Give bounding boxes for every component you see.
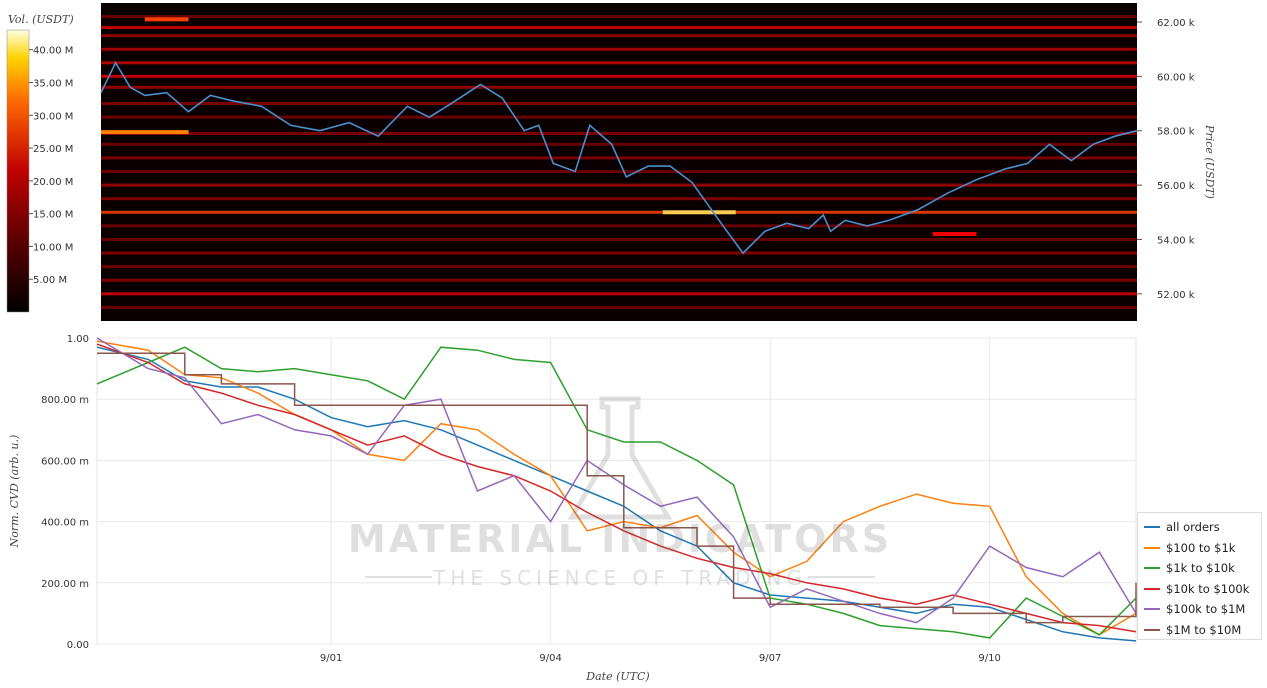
- colorbar: [6, 29, 30, 313]
- date-axis-label: Date (UTC): [585, 670, 649, 683]
- colorbar-tick-label: 20.00 M: [33, 177, 73, 188]
- liquidity-band: [101, 305, 1137, 309]
- legend: all orders $100 to $1k $1k to $10k $10k to …: [1137, 512, 1262, 640]
- liquidity-hot-spot: [144, 17, 189, 22]
- liquidity-hot-spot: [662, 210, 736, 215]
- colorbar-tick-label: 15.00 M: [33, 210, 73, 221]
- liquidity-band: [101, 237, 1137, 241]
- cvd-line-chart: 0.00 200.00 m 400.00 m 600.00 m 800.00 m 1.00…: [8, 334, 1137, 683]
- colorbar-tick-label: 30.00 M: [33, 111, 73, 122]
- liquidity-band: [101, 251, 1137, 255]
- legend-label: $1k to $10k: [1166, 561, 1235, 576]
- liquidity-band: [101, 156, 1137, 160]
- legend-item[interactable]: $100 to $1k: [1144, 538, 1261, 559]
- legend-swatch: [1144, 628, 1160, 631]
- legend-label: $10k to $100k: [1166, 581, 1250, 596]
- liquidity-band: [101, 25, 1137, 29]
- price-tick-label: 60.00 k: [1157, 72, 1195, 83]
- legend-item[interactable]: $1M to $10M: [1144, 620, 1261, 641]
- price-line: [100, 61, 1138, 255]
- liquidity-band: [101, 47, 1137, 51]
- colorbar-tick-label: 10.00 M: [33, 242, 73, 253]
- liquidity-band: [101, 102, 1137, 106]
- liquidity-band: [101, 224, 1137, 228]
- y-tick-label: 400.00 m: [41, 518, 89, 529]
- legend-swatch: [1144, 587, 1160, 590]
- series-line--1k-to-10k: [96, 346, 1137, 639]
- legend-swatch: [1144, 526, 1160, 529]
- legend-swatch: [1144, 608, 1160, 611]
- liquidity-band: [101, 131, 1137, 135]
- series-line--1m-to-10m: [97, 352, 1137, 624]
- x-tick-label: 9/04: [539, 653, 561, 664]
- legend-label: $100 to $1k: [1166, 540, 1236, 555]
- liquidity-hot-spot: [101, 130, 189, 135]
- legend-item[interactable]: $10k to $100k: [1144, 579, 1261, 600]
- colorbar-tick-label: 40.00 M: [33, 46, 73, 57]
- y-tick-label: 0.00: [67, 640, 89, 651]
- legend-item[interactable]: $100k to $1M: [1144, 599, 1261, 620]
- series-line--10k-to-100k: [96, 343, 1137, 633]
- price-tick-label: 54.00 k: [1157, 235, 1195, 246]
- legend-swatch: [1144, 546, 1160, 549]
- colorbar-tick-label: 35.00 M: [33, 78, 73, 89]
- price-tick-label: 58.00 k: [1157, 127, 1195, 138]
- price-axis-label: Price (USDT): [1203, 124, 1216, 199]
- liquidity-band: [101, 61, 1137, 65]
- legend-swatch: [1144, 567, 1160, 570]
- price-tick-label: 62.00 k: [1157, 18, 1195, 29]
- legend-item[interactable]: all orders: [1144, 517, 1261, 538]
- liquidity-band: [101, 278, 1137, 282]
- liquidity-band: [101, 183, 1137, 187]
- price-tick-label: 52.00 k: [1157, 290, 1195, 301]
- liquidity-band: [101, 34, 1137, 38]
- y-tick-label: 200.00 m: [41, 579, 89, 590]
- liquidity-band: [101, 197, 1137, 201]
- x-tick-label: 9/01: [320, 653, 342, 664]
- liquidity-hot-spot: [932, 232, 977, 237]
- legend-label: $1M to $10M: [1166, 622, 1242, 637]
- cvd-axis-label: Norm. CVD (arb. u.): [8, 435, 21, 549]
- liquidity-band: [101, 210, 1137, 214]
- orderbook-heatmap-chart: Vol. (USDT) 5.00 M 10.00 M 15.00 M 20.00 M 2…: [6, 3, 1216, 321]
- price-tick-label: 56.00 k: [1157, 181, 1195, 192]
- liquidity-band: [101, 292, 1137, 296]
- liquidity-band: [101, 142, 1137, 146]
- liquidity-band: [101, 115, 1137, 119]
- liquidity-band: [101, 15, 1137, 19]
- liquidity-band: [101, 265, 1137, 269]
- liquidity-band: [101, 170, 1137, 174]
- legend-label: $100k to $1M: [1166, 602, 1246, 617]
- colorbar-tick-label: 25.00 M: [33, 144, 73, 155]
- colorbar-tick-label: 5.00 M: [33, 275, 67, 286]
- y-tick-label: 1.00: [67, 334, 89, 345]
- liquidity-band: [101, 74, 1137, 78]
- x-tick-label: 9/10: [978, 653, 1000, 664]
- colorbar-label: Vol. (USDT): [8, 13, 74, 26]
- y-tick-label: 600.00 m: [41, 456, 89, 467]
- x-tick-label: 9/07: [759, 653, 781, 664]
- legend-label: all orders: [1166, 520, 1220, 535]
- y-tick-label: 800.00 m: [41, 395, 89, 406]
- liquidity-band: [101, 85, 1137, 89]
- legend-item[interactable]: $1k to $10k: [1144, 558, 1261, 579]
